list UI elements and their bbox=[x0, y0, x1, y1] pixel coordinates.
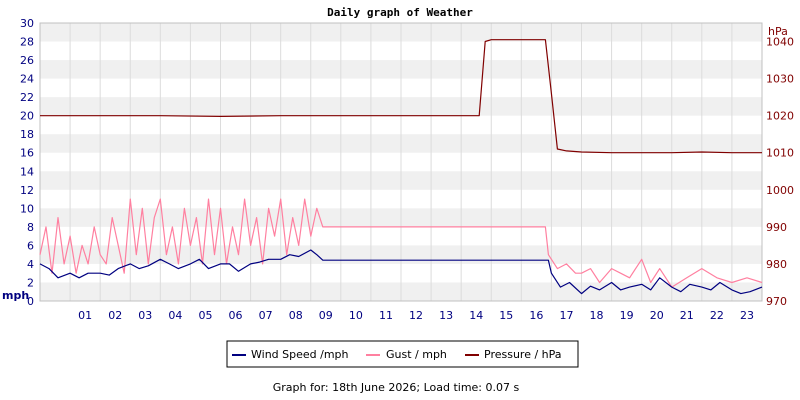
left-tick-label: 2 bbox=[27, 276, 34, 289]
left-axis-unit: mph bbox=[2, 289, 29, 302]
x-tick-label: 10 bbox=[349, 309, 363, 322]
x-tick-label: 13 bbox=[439, 309, 453, 322]
legend-label-gust: Gust / mph bbox=[386, 348, 447, 361]
x-tick-label: 14 bbox=[469, 309, 483, 322]
left-tick-label: 0 bbox=[27, 295, 34, 308]
x-axis-ticks: 01 02 03 04 05 06 07 08 09 10 11 12 13 14 15 16 17 18 19 20… bbox=[78, 309, 754, 322]
left-tick-label: 26 bbox=[20, 54, 34, 67]
x-tick-label: 21 bbox=[680, 309, 694, 322]
series-line-wind-speed bbox=[39, 249, 763, 295]
right-tick-label: 1020 bbox=[766, 110, 794, 123]
x-tick-label: 08 bbox=[289, 309, 303, 322]
chart-title: Daily graph of Weather bbox=[327, 6, 473, 19]
x-tick-label: 04 bbox=[168, 309, 182, 322]
x-tick-label: 16 bbox=[529, 309, 543, 322]
left-tick-label: 22 bbox=[20, 91, 34, 104]
x-tick-label: 06 bbox=[229, 309, 243, 322]
x-tick-label: 20 bbox=[650, 309, 664, 322]
left-tick-label: 6 bbox=[27, 239, 34, 252]
left-tick-label: 8 bbox=[27, 221, 34, 234]
x-tick-label: 23 bbox=[740, 309, 754, 322]
left-tick-label: 14 bbox=[20, 165, 34, 178]
left-tick-label: 4 bbox=[27, 258, 34, 271]
x-tick-label: 22 bbox=[710, 309, 724, 322]
left-tick-label: 28 bbox=[20, 36, 34, 49]
x-tick-label: 12 bbox=[409, 309, 423, 322]
footer-info: Graph for: 18th June 2026; Load time: 0.… bbox=[273, 381, 520, 394]
x-tick-label: 19 bbox=[620, 309, 634, 322]
x-tick-label: 01 bbox=[78, 309, 92, 322]
left-tick-label: 12 bbox=[20, 184, 34, 197]
series-line-pressure bbox=[40, 39, 762, 154]
right-tick-label: 1040 bbox=[766, 36, 794, 49]
x-tick-label: 03 bbox=[138, 309, 152, 322]
x-tick-label: 11 bbox=[379, 309, 393, 322]
right-tick-label: 1000 bbox=[766, 184, 794, 197]
left-tick-label: 30 bbox=[20, 17, 34, 30]
right-tick-label: 980 bbox=[766, 258, 787, 271]
right-tick-label: 1030 bbox=[766, 73, 794, 86]
legend-label-wind: Wind Speed /mph bbox=[251, 348, 349, 361]
vertical-gridlines bbox=[69, 23, 733, 301]
x-tick-label: 07 bbox=[259, 309, 273, 322]
legend-label-pressure: Pressure / hPa bbox=[484, 348, 562, 361]
left-tick-label: 18 bbox=[20, 128, 34, 141]
series-layer bbox=[39, 39, 763, 295]
x-tick-label: 18 bbox=[590, 309, 604, 322]
x-tick-label: 05 bbox=[198, 309, 212, 322]
left-tick-label: 24 bbox=[20, 73, 34, 86]
plot-frame bbox=[39, 22, 763, 302]
x-tick-label: 02 bbox=[108, 309, 122, 322]
series-line-gust bbox=[39, 198, 763, 288]
right-tick-label: 1010 bbox=[766, 147, 794, 160]
left-tick-label: 16 bbox=[20, 147, 34, 160]
legend-box bbox=[226, 340, 579, 368]
x-tick-label: 15 bbox=[499, 309, 513, 322]
right-axis-unit: hPa bbox=[768, 25, 788, 38]
right-axis-ticks: 970 980 990 1000 1010 1020 1030 1040 bbox=[766, 36, 794, 308]
left-tick-label: 10 bbox=[20, 202, 34, 215]
x-tick-label: 17 bbox=[559, 309, 573, 322]
right-tick-label: 970 bbox=[766, 295, 787, 308]
left-tick-label: 20 bbox=[20, 110, 34, 123]
right-tick-label: 990 bbox=[766, 221, 787, 234]
x-tick-label: 09 bbox=[319, 309, 333, 322]
